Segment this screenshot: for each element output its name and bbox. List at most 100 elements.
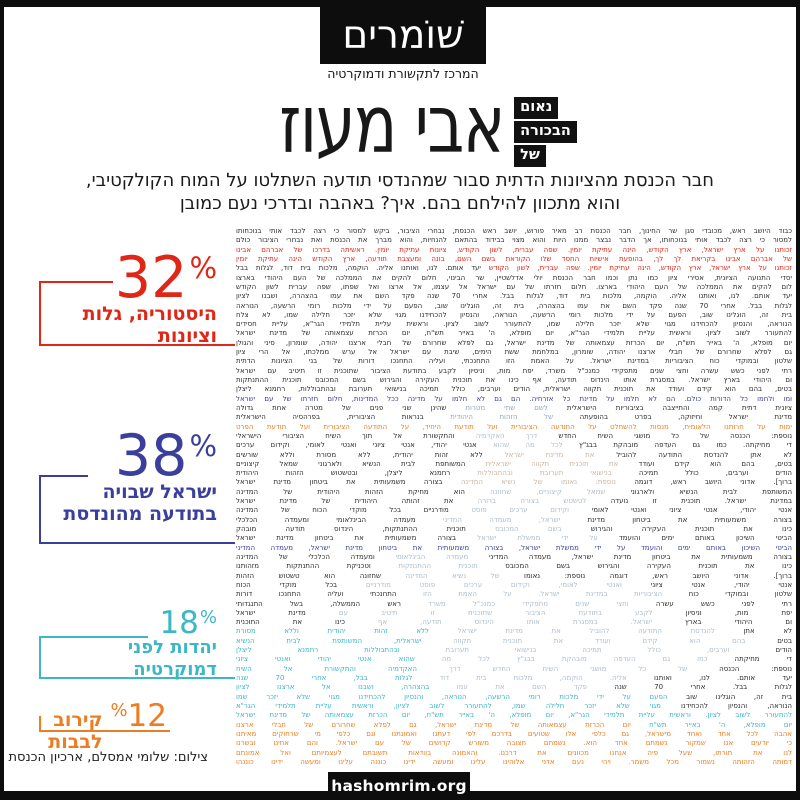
body-text-line: די מחיקתה כמו גם העדפה מובהקת בבג"ץ לכל … [236, 655, 792, 664]
body-text-line: לגלות בבל. אחרי 70 שנה פקד השם את עמו בה… [236, 683, 792, 692]
header-row: נאום הבכורה של אבי מעוז [0, 85, 800, 169]
body-text-line: הנוראה, והנסיון להכחידנו מגוי שלא יזכר ח… [236, 320, 792, 329]
body-text-line: ומו ולחמו כל הדורות כולם. הם לא חלמו על … [236, 394, 792, 403]
body-text-line: הביטי השיכון באותם ימים והועמד על ידי ממ… [236, 534, 792, 543]
photo-credit: צילום: שלומי אמסלם, ארכיון הכנסת [8, 750, 208, 765]
body-text-line: בטים בהם הוא קידם ועודד את תוכנית תקווה … [236, 636, 792, 645]
body-text-line: גם לפלא שחרורם של חבלי ארצנו יהודה, שומר… [236, 348, 792, 357]
website-link[interactable]: hashomrim.org [328, 772, 470, 800]
bracket-12-bottom [39, 730, 170, 732]
bracket-18-top [39, 636, 148, 638]
subtitle-line-1: חבר הכנסת מהציונות הדתית סבור שמהנדסי תו… [85, 170, 715, 191]
body-text-line: הנוראה, והנסיון להכחידנו מגוי שלא יזכר ח… [236, 701, 792, 710]
body-text-line: מדינת ישראל וחיזוקה, בפרט בהופעתה של הזה… [236, 413, 792, 422]
stat-18-value: 18 % [159, 605, 217, 641]
kicker-line-2: הבכורה [514, 121, 577, 143]
body-text-line: שלטון ובמוקדי כוח הציבוריות במדינת ישראל… [236, 590, 792, 599]
body-text-line: בית זה, הוגלינו שוב הפעם על ידי מלכות רו… [236, 692, 792, 701]
body-text-line: במדינת ישראל. תוכנית זו נועדה לטשטש בצור… [236, 497, 792, 506]
stat-history-label: היסטוריה, גלות וציונות [82, 303, 217, 347]
page-title: אבי מעוז [279, 78, 505, 171]
kicker-badge: נאום הבכורה של [514, 97, 577, 169]
subtitle-line-2: והוא מתכוון להילחם בהם. איך? באהבה ובדרכ… [179, 192, 621, 214]
bracket-38-left [39, 475, 41, 544]
body-text-line: לגלות בבל. אחרי 70 שנה פקד השם את עמו בה… [236, 301, 792, 310]
subtitle: חבר הכנסת מהציונות הדתית סבור שמהנדסי תו… [0, 170, 800, 215]
body-text-line: די מחיקתה. כמו גם העדפה מובהקת בבג"ץ לכל… [236, 441, 792, 450]
body-text-line: אנטי יהודי, אנטי ציוני ואנטי לאומי, וקיד… [236, 580, 792, 589]
body-text-line: יעד אותם. לנו, ואותנו אליה. הוקמה, מלכות… [236, 674, 792, 682]
percent-sign: % [189, 429, 217, 463]
body-text-line: להתעורר לשוב לציון. וראשית עליית תלמידי … [236, 329, 792, 338]
body-text-line: דמותה הזהותה נשמור מכל משמר. ויהי נעם אד… [236, 757, 792, 766]
body-text-line: יפת מות, וניסיון לקבע בתודעת הציבור שתוכ… [236, 608, 792, 617]
body-text-line: ציונית דתית קמה והתייצבה בציבוריות הישרא… [236, 403, 792, 412]
body-text-line: כי יודעים אנו שמקור נשמתם אחד הוא. נשמתם… [236, 739, 792, 748]
body-text-line: בטים, בהם הוא קידם ועודד את תוכנית תקווה… [236, 459, 792, 468]
stat-38-value: 38 % [114, 423, 217, 489]
body-text-line: אהבה לכל אחד ואחד מישראל, גם כלפי אלו שט… [236, 729, 792, 738]
body-text-line: הביטי השיכון באותם ימים והועמד על ידי ממ… [236, 543, 792, 552]
body-text-line: כינו את תוכנית העקירה והגירוש בשם המכובס… [236, 562, 792, 571]
stat-12-value: 12 % [110, 698, 167, 734]
body-text-line: שלטון ובמוקדי כוח הציבוריות במדינת ישראל… [236, 357, 792, 366]
speech-wordcloud-text: כבוד היושב ראש, מכובדי סגן שר החינוך, חב… [236, 227, 792, 770]
body-text-line: רתי לפני כשש עשרה וחצי שנים מתפקידי כמנכ… [236, 599, 792, 608]
bracket-12-left [39, 716, 41, 732]
body-text-line: יום מופלא, ה' באייר תש"ח יום הכרזת עצמאו… [236, 720, 792, 729]
body-text-line: בטים, בהם הוא קידם ועודד את תוכנית תקווה… [236, 385, 792, 394]
kicker-line-1: נאום [514, 97, 559, 119]
body-text-line: ום היהודי בארץ ישראל. במסגרת אותו הינדוס… [236, 376, 792, 384]
body-text-line: רתי לפני כשש עשרה וחצי שנים מתפקידי כמנכ… [236, 366, 792, 375]
body-text-line: בצורה משמעותית את ביטחון מדינת ישראל, מע… [236, 515, 792, 524]
bracket-38-top [39, 475, 88, 477]
body-text-line: נוספת: הכנסה של כל מושגי השיח החדש דרך ה… [236, 431, 792, 440]
stat-history-value: 32 % [114, 245, 217, 311]
percent-sign: % [189, 251, 217, 285]
body-text-line: המשותפת לבית הנשיא ולארגוני שמאל קיצוניי… [236, 487, 792, 496]
stat-38-label-2: בתודעה מהונדסת [63, 503, 217, 525]
body-text-line: זכותנו על ארץ ישראל, ארץ הקודש, הינה עתי… [236, 264, 792, 273]
body-text-line: יסדי התנועה הציונית, אסירי ציון כמו נתן … [236, 273, 792, 282]
kicker-line-3: של [514, 145, 546, 167]
body-text-line: בצורה משמעותית את ביטחון מדינת ישראל, מע… [236, 552, 792, 561]
body-text-line: לנו את תורתו, שעל פיה אנחנו מכוונים את ד… [236, 748, 792, 757]
bracket-32-top [39, 281, 113, 283]
shomrim-logo-text: שׁוֹמרים [342, 13, 464, 58]
bracket-32-left [39, 281, 41, 346]
percent-sign: % [110, 700, 128, 721]
body-text-line: נוספת: הכנסה של כל מושגי השיח החדש דרך ה… [236, 664, 792, 673]
stat-bringing-hearts-closer: 12 % קירוב לבבות [39, 698, 167, 754]
body-text-line: ברוך]. אדוני היושב ראש, דוגמה נוספת: נאו… [236, 478, 792, 487]
body-text-line: ום היהודי בארץ ישראל. במסגרת אותו הינדוס… [236, 618, 792, 627]
brand-tagline: המרכז לתקשורת ודמוקרטיה [327, 66, 479, 81]
shomrim-logo: שׁוֹמרים [320, 7, 486, 64]
body-text-line: של אברהם אבינו בקריאת לך לך, בהופעת אישי… [236, 254, 792, 263]
website-link-text: hashomrim.org [331, 777, 467, 795]
body-text-line: יום מופלא, ה' באייר תש"ח, יום הכרזת עצמא… [236, 338, 792, 347]
frame-left [0, 0, 4, 800]
body-text-line: זכותנו על ארץ ישראל, ארץ הקודש, הינה עתי… [236, 245, 792, 254]
bracket-38-bottom [39, 542, 235, 544]
stat-12-label: קירוב לבבות [48, 709, 103, 753]
body-text-line: הודים וערבים, כולל תמיכה בנישואי תערובת … [236, 469, 792, 478]
body-text-line: כינו את תוכנית העקירה והגירוש בשם המכובס… [236, 525, 792, 533]
bracket-32-bottom [39, 344, 235, 346]
body-text-line: ימות על חרותנו הלאומית, מנסות להשתלט על … [236, 422, 792, 431]
stat-judaism-before-democracy: 18 % יהדות לפני דמוקרטיה [39, 605, 217, 681]
body-text-line: לא אתן להנדסת התודעה להוביל את מדינת ישר… [236, 627, 792, 636]
stat-18-label: יהדות לפני דמוקרטיה [127, 637, 217, 680]
percent-sign: % [199, 607, 217, 628]
stat-38-label-1: ישראל שבויה [102, 481, 217, 503]
body-text-line: לום להקים את הממלכה של העם היהודי בארצו.… [236, 282, 792, 291]
frame-top [0, 0, 800, 7]
bracket-18-bottom [39, 677, 235, 679]
body-text-line: הודים וערבים, כולל תמיכה בנישואי תערובת … [236, 646, 792, 655]
body-text-line: לא אתן להנדסת התודעה להוביל את מדינת ישר… [236, 450, 792, 459]
body-text-line: כבוד היושב ראש, מכובדי סגן שר החינוך, חב… [236, 227, 792, 235]
body-text-line: יעד אותם. לנו, ואותנו אליה. הוקמה, מלכות… [236, 292, 792, 301]
frame-right [796, 0, 800, 800]
body-text-line: להתעורר לשוב לציון. וראשית עליית תלמידי … [236, 711, 792, 720]
stat-engineered-consciousness: 38 % ישראל שבויה בתודעה מהונדסת [39, 423, 217, 526]
